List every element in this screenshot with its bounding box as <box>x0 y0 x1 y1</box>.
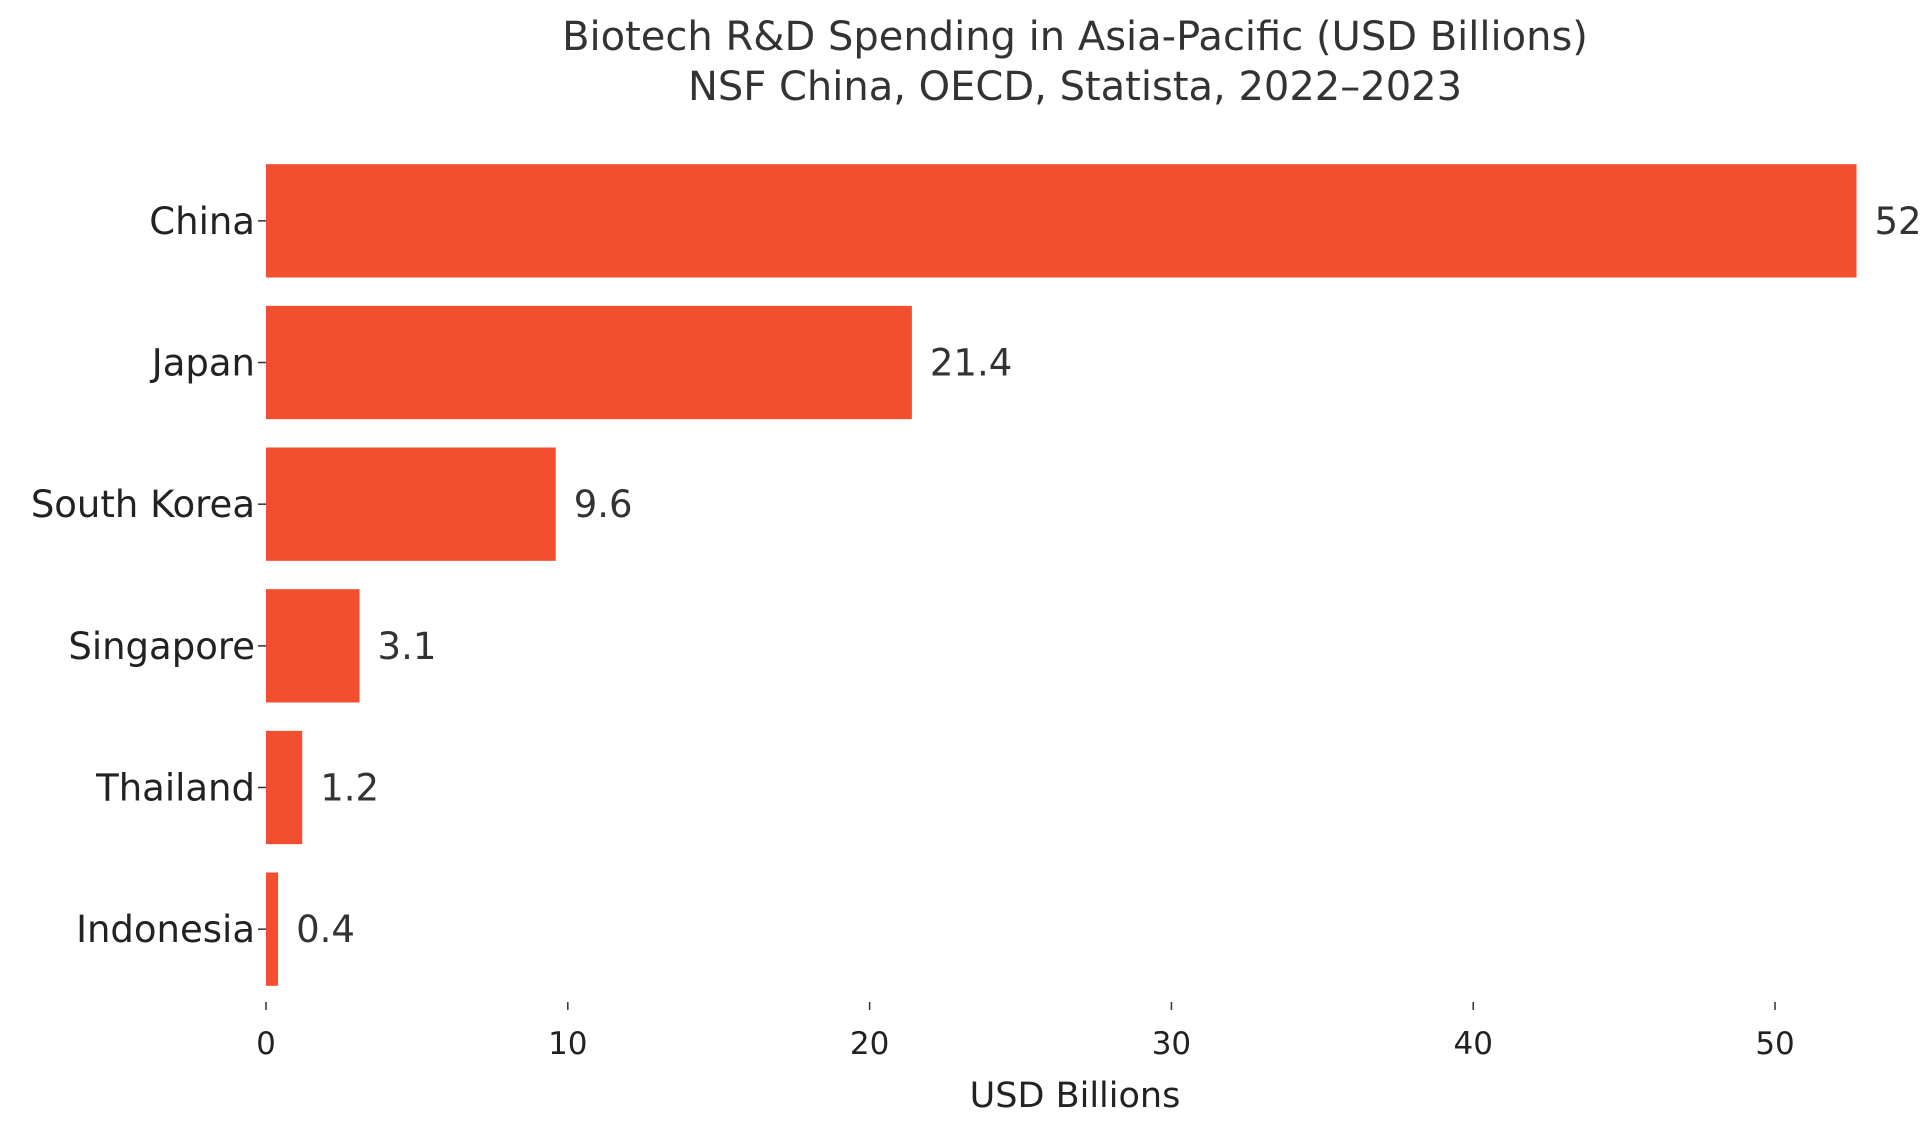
value-label-south-korea: 9.6 <box>574 483 633 526</box>
bars-group: China 52.7 Japan 21.4 South Korea 9.6 Singapor… <box>31 164 1920 986</box>
x-tick-label-30: 30 <box>1152 1026 1191 1062</box>
value-label-thailand: 1.2 <box>320 767 379 810</box>
bar-china <box>266 164 1857 278</box>
x-tick-label-10: 10 <box>548 1026 587 1062</box>
x-axis: 0 10 20 30 40 50 <box>256 1002 1795 1062</box>
category-label-singapore: Singapore <box>68 625 255 668</box>
category-label-indonesia: Indonesia <box>76 908 255 951</box>
value-label-japan: 21.4 <box>930 342 1012 385</box>
chart-title-line2: NSF China, OECD, Statista, 2022–2023 <box>688 64 1462 110</box>
bar-indonesia <box>266 872 279 986</box>
bar-south-korea <box>266 447 556 561</box>
category-label-japan: Japan <box>150 342 255 385</box>
category-label-south-korea: South Korea <box>31 483 255 526</box>
bar-singapore <box>266 589 360 703</box>
value-label-china: 52.7 <box>1875 200 1920 243</box>
chart-title-line1: Biotech R&D Spending in Asia-Pacific (US… <box>562 14 1588 60</box>
x-tick-label-50: 50 <box>1755 1026 1794 1062</box>
bar-thailand <box>266 730 303 845</box>
bar-japan <box>266 305 912 420</box>
value-label-indonesia: 0.4 <box>296 908 355 951</box>
value-label-singapore: 3.1 <box>378 625 437 668</box>
x-tick-label-0: 0 <box>256 1026 276 1062</box>
x-tick-label-40: 40 <box>1454 1026 1493 1062</box>
x-axis-label: USD Billions <box>970 1076 1181 1116</box>
category-label-china: China <box>149 200 255 243</box>
category-label-thailand: Thailand <box>95 767 255 810</box>
x-tick-label-20: 20 <box>850 1026 889 1062</box>
